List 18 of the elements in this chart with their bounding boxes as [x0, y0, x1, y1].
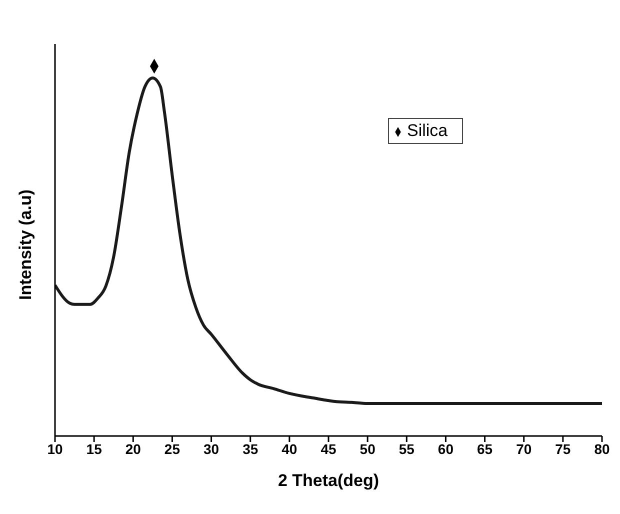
x-tick-label: 15 [86, 440, 102, 457]
x-tick-label: 25 [164, 440, 180, 457]
x-tick-label: 75 [555, 440, 571, 457]
y-axis-title: Intensity (a.u) [16, 189, 36, 300]
x-tick-label: 30 [203, 440, 220, 457]
x-tick-label: 10 [47, 440, 63, 457]
x-tick-label: 80 [594, 440, 610, 457]
x-tick-label: 55 [398, 440, 415, 457]
x-tick-label: 40 [282, 440, 298, 457]
x-tick-label: 35 [242, 440, 258, 457]
x-tick-label: 65 [476, 440, 493, 457]
x-tick-label: 45 [320, 440, 336, 457]
x-axis-title: 2 Theta(deg) [278, 471, 380, 490]
x-tick-label: 70 [516, 440, 532, 457]
x-tick-label: 20 [125, 440, 142, 457]
x-tick-label: 50 [360, 440, 376, 457]
legend-label: Silica [407, 121, 448, 140]
x-tick-label: 60 [438, 440, 454, 457]
